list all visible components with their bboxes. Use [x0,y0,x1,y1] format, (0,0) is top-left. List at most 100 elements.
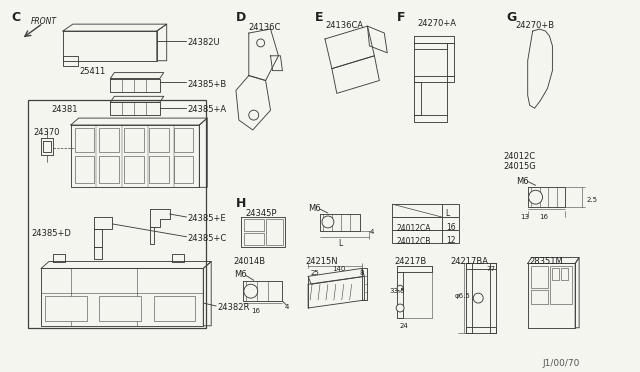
Text: 24012C: 24012C [503,152,535,161]
Polygon shape [271,56,282,71]
Bar [266,219,284,245]
Polygon shape [528,257,579,263]
Text: 77: 77 [486,266,495,272]
Polygon shape [414,36,454,43]
Polygon shape [53,254,65,262]
Text: 28351M: 28351M [530,257,563,266]
Bar [45,296,86,321]
Polygon shape [528,187,565,207]
Polygon shape [397,266,432,272]
Bar [173,128,193,152]
Polygon shape [71,118,207,125]
Polygon shape [41,269,204,326]
Polygon shape [150,227,154,244]
Bar [244,233,264,245]
Text: 24382R: 24382R [217,303,250,312]
Text: 24012CA: 24012CA [396,224,431,233]
Bar [124,155,144,183]
Text: 24136CA: 24136CA [325,21,363,30]
Polygon shape [575,257,579,328]
Polygon shape [110,73,164,78]
Bar [550,266,572,304]
Text: H: H [236,197,246,210]
Polygon shape [110,78,160,92]
Text: 8: 8 [360,270,364,276]
Text: L: L [338,239,342,248]
Polygon shape [528,263,575,328]
Polygon shape [320,214,360,231]
Polygon shape [414,76,454,83]
Circle shape [257,39,264,47]
Bar [244,219,264,231]
Polygon shape [241,217,285,247]
Text: 24385+A: 24385+A [188,105,227,114]
Polygon shape [332,56,380,93]
Polygon shape [110,102,160,115]
Polygon shape [308,276,365,308]
Bar [392,230,460,243]
Bar [154,296,195,321]
Polygon shape [467,263,496,269]
Text: 25411: 25411 [79,67,106,76]
Polygon shape [150,209,170,227]
Polygon shape [41,138,53,155]
Text: 24: 24 [399,323,408,329]
Circle shape [322,216,334,228]
Polygon shape [110,96,164,102]
Text: 24370: 24370 [33,128,60,137]
Bar [124,128,144,152]
Polygon shape [236,76,271,130]
Circle shape [397,285,403,291]
Polygon shape [447,43,454,76]
Text: 24385+C: 24385+C [188,234,227,243]
Polygon shape [397,272,403,318]
Text: 33.5: 33.5 [389,288,405,294]
Bar [99,155,119,183]
Text: 24345P: 24345P [246,209,277,218]
Polygon shape [249,29,278,80]
Text: 24217B: 24217B [394,257,426,266]
Polygon shape [63,56,77,66]
Bar [28,100,206,328]
Text: G: G [506,11,516,24]
Text: 4: 4 [369,229,374,235]
Bar [75,128,95,152]
Bar [531,290,548,304]
Text: 24270+A: 24270+A [417,19,456,28]
Bar [531,266,548,288]
Polygon shape [243,281,282,301]
Polygon shape [325,26,374,69]
Polygon shape [414,43,447,49]
Text: 24270+B: 24270+B [516,21,555,30]
Text: 24012CB: 24012CB [396,237,431,246]
Circle shape [474,293,483,303]
Polygon shape [414,83,421,115]
Text: E: E [315,11,324,24]
Polygon shape [43,141,51,152]
Text: 25: 25 [310,270,319,276]
Polygon shape [63,31,157,61]
Circle shape [244,284,258,298]
Circle shape [396,304,404,312]
Text: L: L [445,209,450,218]
Bar [149,128,169,152]
Text: F: F [397,11,406,24]
Text: 4: 4 [284,304,289,310]
Text: 24015G: 24015G [503,161,536,171]
Text: 24215N: 24215N [305,257,338,266]
Text: D: D [236,11,246,24]
Bar [392,204,460,217]
Polygon shape [467,327,496,333]
Polygon shape [71,125,199,187]
Text: M6: M6 [308,204,321,213]
Text: φ6.5: φ6.5 [454,293,470,299]
Text: 24381: 24381 [51,105,77,114]
Text: 24217BA: 24217BA [451,257,488,266]
Circle shape [249,110,259,120]
Text: 24136C: 24136C [249,23,281,32]
Text: 24385+B: 24385+B [188,80,227,89]
Polygon shape [199,118,207,187]
Polygon shape [308,269,365,284]
Polygon shape [95,247,102,259]
Bar [99,128,119,152]
